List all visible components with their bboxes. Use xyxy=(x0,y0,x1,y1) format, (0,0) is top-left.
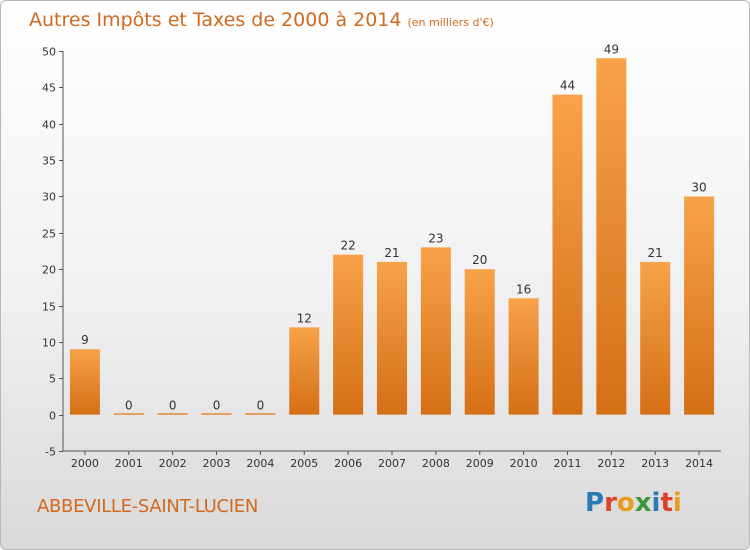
bar-value-label: 0 xyxy=(169,399,177,413)
bar-value-label: 9 xyxy=(81,333,89,347)
x-tick-label: 2004 xyxy=(246,457,274,470)
y-tick-label: -5 xyxy=(45,446,56,459)
bar-value-label: 0 xyxy=(257,399,265,413)
bar xyxy=(245,413,276,415)
bar-value-label: 49 xyxy=(604,42,619,56)
bar xyxy=(377,261,407,415)
logo-letter: x xyxy=(634,488,652,518)
x-tick-label: 2002 xyxy=(159,457,187,470)
y-tick-label: 40 xyxy=(42,119,56,132)
bar-value-label: 0 xyxy=(213,399,221,413)
bar xyxy=(684,196,715,415)
y-tick-label: 20 xyxy=(42,264,56,277)
bar xyxy=(596,58,627,415)
bar xyxy=(69,349,100,415)
x-tick-label: 2005 xyxy=(290,457,318,470)
bar-value-label: 20 xyxy=(472,253,487,267)
bar-value-label: 21 xyxy=(648,246,663,260)
chart-title: Autres Impôts et Taxes de 2000 à 2014 (en… xyxy=(29,9,494,31)
bar-value-label: 44 xyxy=(560,79,575,93)
y-tick-label: 5 xyxy=(49,373,56,386)
logo-letter: i xyxy=(672,488,682,518)
bar xyxy=(508,298,539,415)
logo-letter: o xyxy=(616,488,635,518)
x-tick-label: 2013 xyxy=(641,457,669,470)
bar-value-label: 21 xyxy=(384,246,399,260)
y-tick-label: 15 xyxy=(42,301,56,314)
x-tick-label: 2007 xyxy=(378,457,406,470)
bar-value-label: 16 xyxy=(516,282,531,296)
y-tick-label: 30 xyxy=(42,191,56,204)
y-tick-label: 0 xyxy=(49,410,56,423)
bar-value-label: 0 xyxy=(125,399,133,413)
logo-letter: P xyxy=(585,488,605,518)
y-tick-label: 35 xyxy=(42,155,56,168)
x-tick-label: 2001 xyxy=(115,457,143,470)
bar xyxy=(420,247,451,415)
bar xyxy=(464,269,495,415)
logo-letter: r xyxy=(604,488,617,518)
bar xyxy=(157,413,188,415)
y-tick-label: 25 xyxy=(42,228,56,241)
commune-name: ABBEVILLE-SAINT-LUCIEN xyxy=(37,496,259,517)
logo-letter: i xyxy=(651,488,661,518)
bar xyxy=(333,254,364,415)
y-tick-label: 50 xyxy=(42,46,56,59)
bar-value-label: 23 xyxy=(428,231,443,245)
bar xyxy=(289,327,320,415)
x-tick-label: 2006 xyxy=(334,457,362,470)
bar xyxy=(201,413,232,415)
x-tick-label: 2008 xyxy=(422,457,450,470)
x-tick-label: 2000 xyxy=(71,457,99,470)
x-tick-label: 2011 xyxy=(553,457,581,470)
bar-value-label: 12 xyxy=(297,311,312,325)
bar xyxy=(640,261,671,415)
x-tick-label: 2012 xyxy=(597,457,625,470)
proxiti-logo: Proxiti xyxy=(585,488,682,518)
bar-value-label: 22 xyxy=(340,239,355,253)
bar xyxy=(113,413,144,415)
bar-value-label: 30 xyxy=(691,180,706,194)
chart-title-text: Autres Impôts et Taxes de 2000 à 2014 xyxy=(29,9,402,31)
bar xyxy=(552,94,583,415)
y-tick-label: 10 xyxy=(42,337,56,350)
y-tick-label: 45 xyxy=(42,82,56,95)
x-tick-label: 2010 xyxy=(510,457,538,470)
x-tick-label: 2003 xyxy=(203,457,231,470)
logo-letter: t xyxy=(660,488,673,518)
x-tick-label: 2014 xyxy=(685,457,713,470)
x-tick-label: 2009 xyxy=(466,457,494,470)
chart-subtitle: (en milliers d'€) xyxy=(407,16,494,29)
